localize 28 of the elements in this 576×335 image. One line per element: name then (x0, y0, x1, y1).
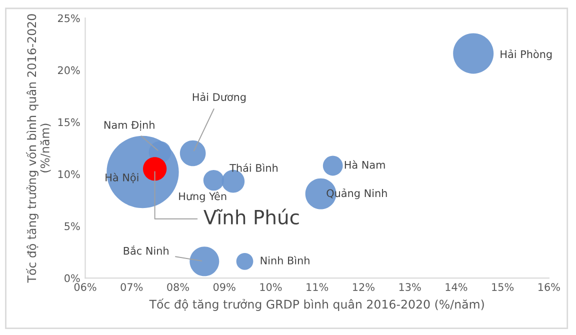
annotation: Nam Định (104, 120, 154, 131)
annotation: Hải Dương (192, 92, 246, 104)
x-tick-label: 09% (213, 283, 236, 291)
y-axis-title: Tốc độ tăng trưởng vốn bình quân 2016-2020 (%/năm) (26, 14, 51, 283)
x-tick-label: 12% (353, 283, 374, 291)
x-axis-title: Tốc độ tăng trưởng GRDP bình quân 2016-2020 (%/năm) (149, 298, 484, 311)
y-tick-label: 15% (58, 118, 80, 126)
x-tick-label: 14% (446, 283, 468, 291)
y-tick-label: 5% (64, 222, 80, 230)
x-tick-label: 15% (492, 283, 514, 291)
y-tick-label: 20% (58, 66, 80, 74)
annotation: Hải Phòng (500, 50, 552, 60)
annotation: Hưng Yên (179, 192, 226, 202)
annotation: Hà Nam (344, 160, 385, 169)
text: Vĩnh Phúc (204, 208, 299, 225)
annotation: Ninh Bình (260, 256, 310, 264)
x-tick-label: 07% (120, 283, 143, 291)
x-tick-label: 10% (260, 283, 282, 291)
y-tick-label: 10% (58, 170, 80, 178)
x-tick-label: 13% (399, 283, 421, 291)
y-tick-label: 25% (58, 14, 80, 22)
annotation: Thái Bình (230, 163, 278, 172)
x-tick-label: 06% (74, 283, 96, 291)
annotation: Bắc Ninh (124, 245, 168, 255)
x-tick-label: 11% (306, 283, 328, 291)
x-tick-label: 08% (167, 283, 189, 291)
y-tick-label: 0% (64, 274, 80, 282)
x-tick-label: 16% (538, 283, 560, 291)
